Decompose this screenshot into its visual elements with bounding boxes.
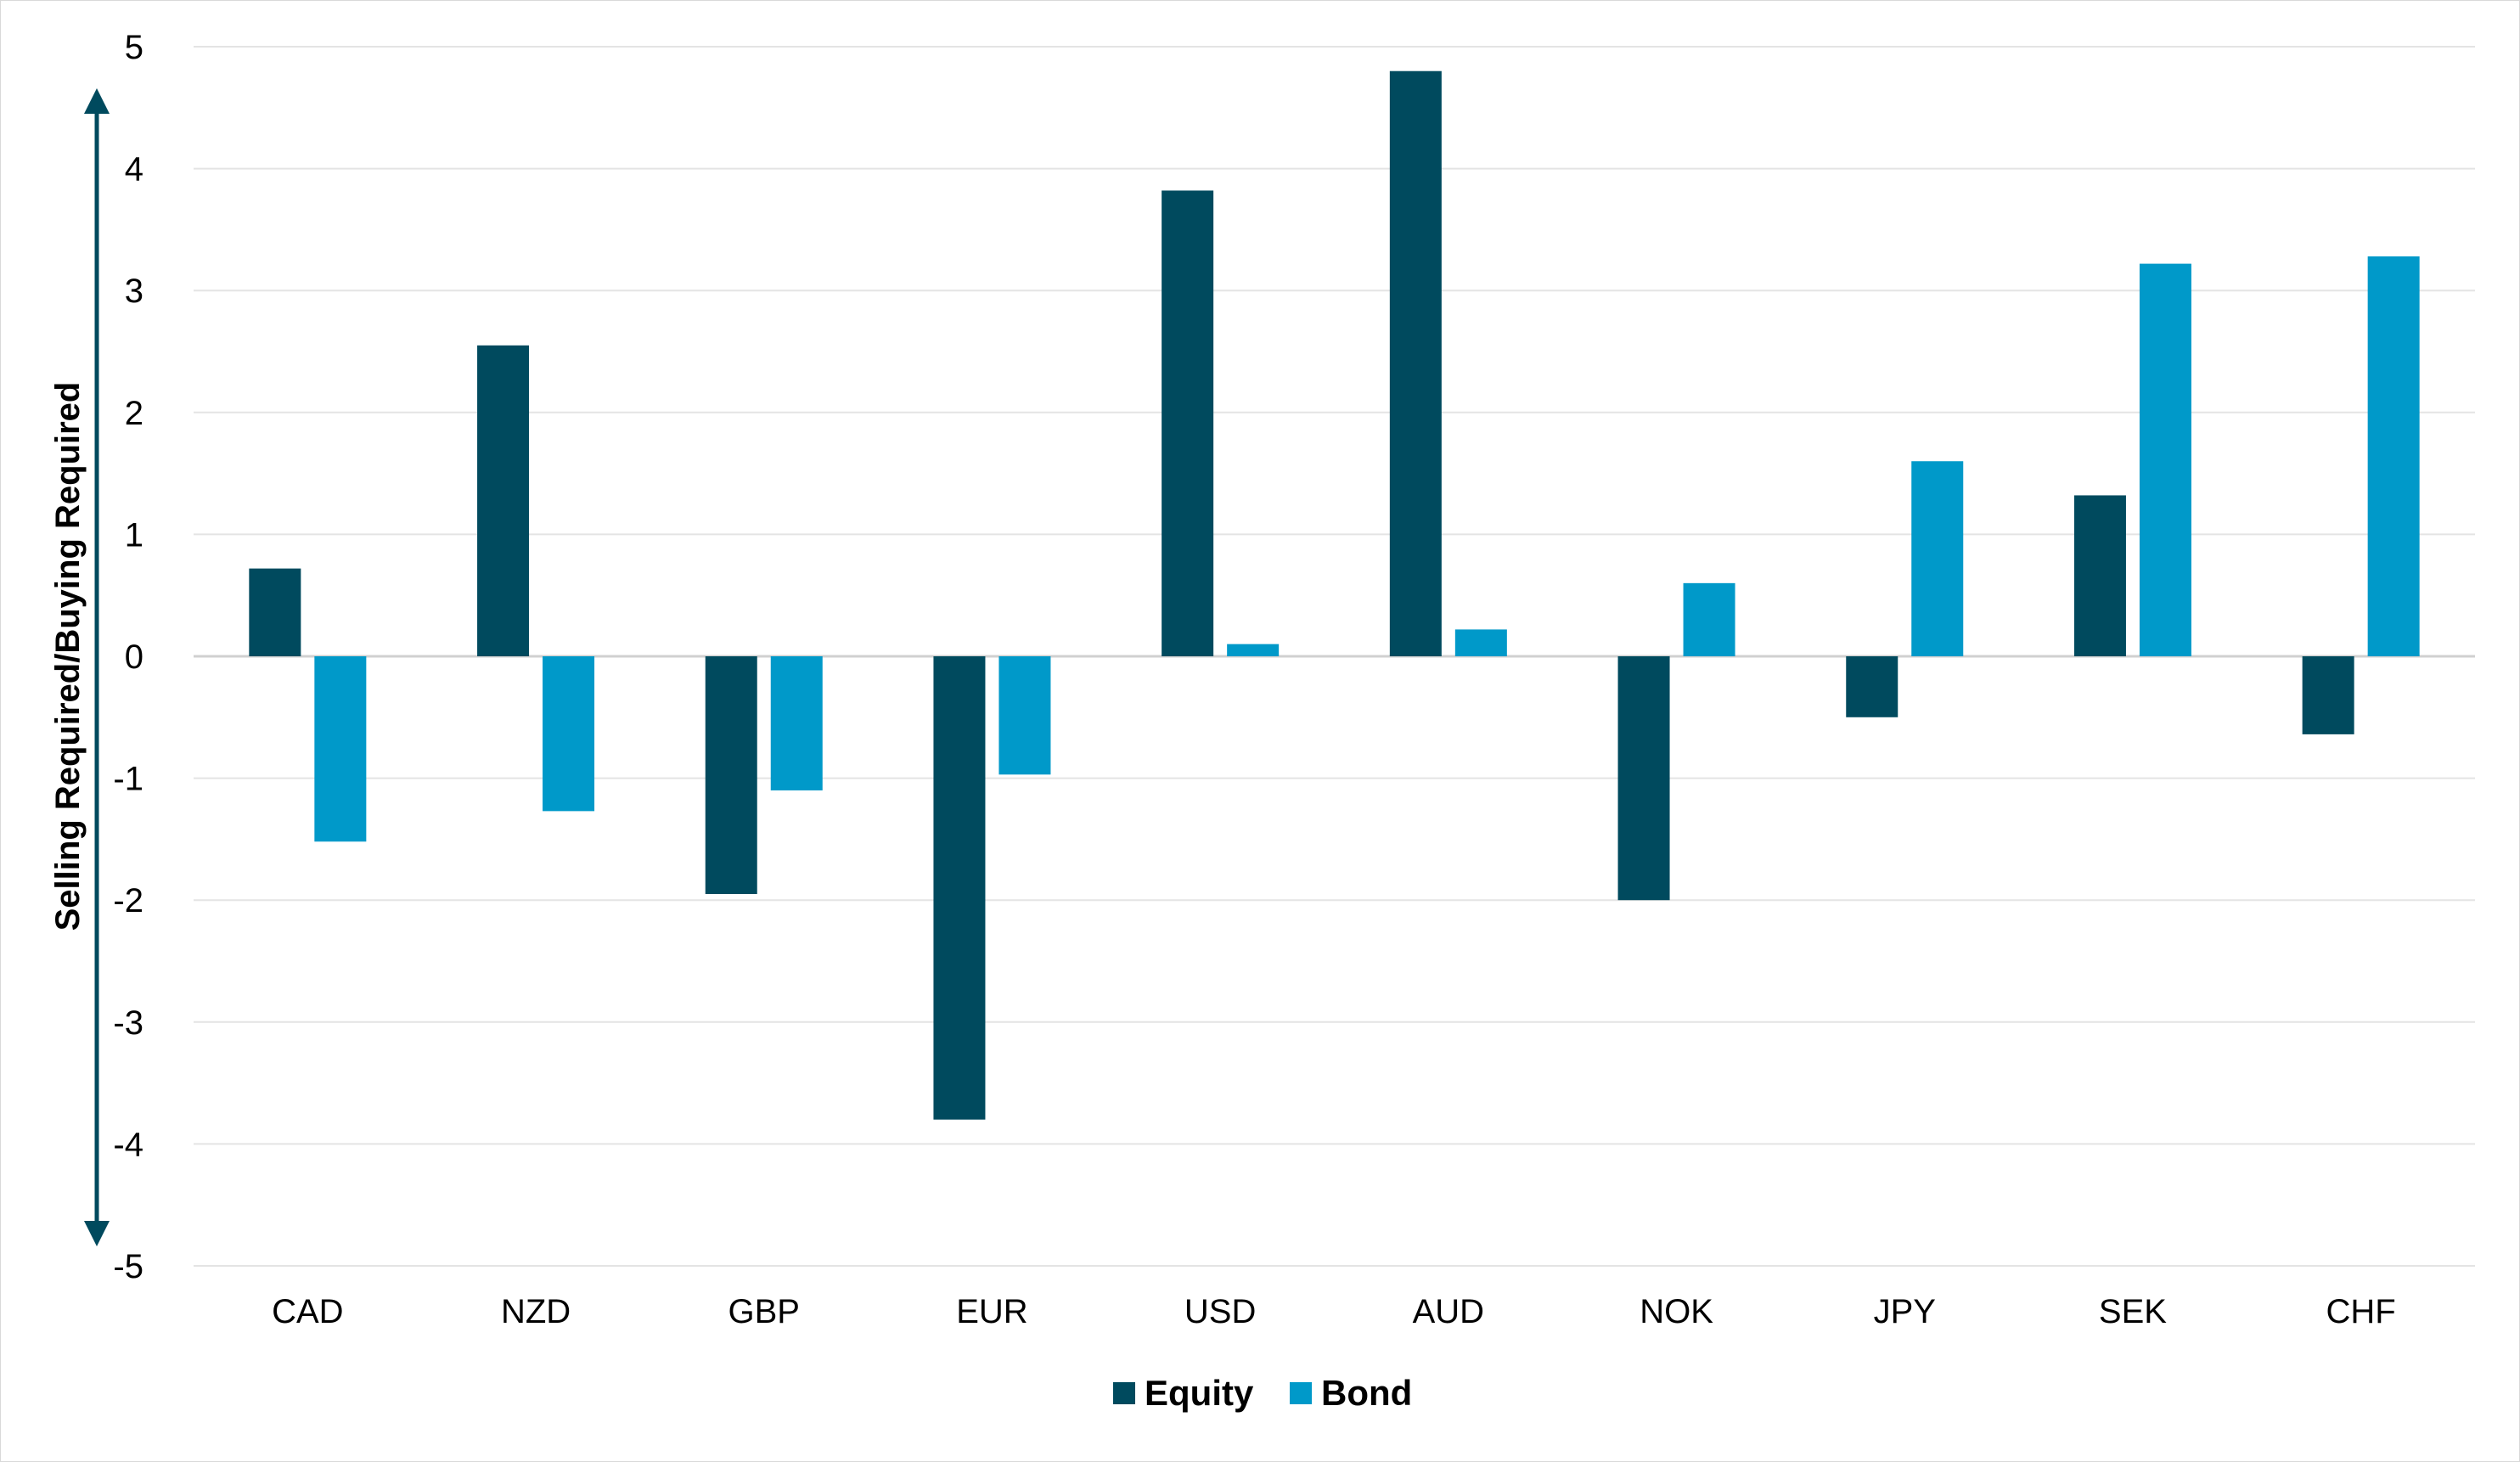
legend-swatch-equity bbox=[1113, 1382, 1135, 1404]
bar-equity-aud bbox=[1389, 70, 1442, 657]
bar-equity-jpy bbox=[1846, 656, 1898, 717]
x-tick-label: EUR bbox=[956, 1293, 1027, 1330]
y-tick-label: -3 bbox=[113, 1004, 143, 1042]
x-tick-label: CHF bbox=[2326, 1293, 2396, 1330]
bar-equity-chf bbox=[2302, 656, 2354, 734]
x-tick-label: AUD bbox=[1413, 1293, 1484, 1330]
y-tick-label: 4 bbox=[125, 151, 143, 188]
bar-equity-eur bbox=[933, 656, 986, 1120]
legend-label-bond: Bond bbox=[1321, 1373, 1412, 1413]
gridlines bbox=[194, 46, 2475, 1267]
bar-bond-nok bbox=[1683, 582, 1735, 656]
bar-bond-aud bbox=[1454, 629, 1507, 656]
bar-equity-nok bbox=[1617, 656, 1670, 901]
y-tick-label: 1 bbox=[125, 516, 143, 554]
legend-swatch-bond bbox=[1290, 1382, 1312, 1404]
bar-bond-eur bbox=[998, 656, 1051, 775]
x-tick-label: NOK bbox=[1640, 1293, 1713, 1330]
x-tick-label: SEK bbox=[2099, 1293, 2167, 1330]
y-tick-label: -5 bbox=[113, 1248, 143, 1285]
bar-bond-nzd bbox=[543, 656, 595, 812]
bar-equity-usd bbox=[1162, 190, 1214, 656]
bar-bond-sek bbox=[2139, 263, 2191, 656]
x-tick-label: JPY bbox=[1874, 1293, 1936, 1330]
bar-equity-gbp bbox=[705, 656, 757, 895]
x-tick-label: USD bbox=[1184, 1293, 1256, 1330]
y-tick-label: 3 bbox=[125, 273, 143, 310]
bar-bond-jpy bbox=[1911, 461, 1964, 656]
bar-bond-cad bbox=[314, 656, 367, 842]
x-axis-ticks: CAD NZD GBP EUR USD AUD NOK JPY SEK CHF bbox=[272, 1293, 2396, 1330]
x-tick-label: CAD bbox=[272, 1293, 343, 1330]
bar-equity-nzd bbox=[477, 345, 530, 656]
y-tick-label: 0 bbox=[125, 638, 143, 676]
y-tick-label: -2 bbox=[113, 882, 143, 919]
legend-label-equity: Equity bbox=[1145, 1373, 1254, 1413]
y-tick-label: -4 bbox=[113, 1126, 143, 1163]
y-tick-label: 2 bbox=[125, 395, 143, 432]
y-tick-label: -1 bbox=[113, 761, 143, 798]
legend: Equity Bond bbox=[1113, 1373, 1412, 1413]
y-axis-ticks: 5 4 3 2 1 0 -1 -2 -3 -4 -5 bbox=[113, 29, 143, 1285]
y-axis-label: Selling Required/Buying Required bbox=[49, 382, 87, 931]
bar-bond-gbp bbox=[770, 656, 823, 790]
bar-bond-usd bbox=[1227, 644, 1280, 656]
bar-bond-chf bbox=[2367, 256, 2420, 656]
x-tick-label: GBP bbox=[728, 1293, 800, 1330]
bar-equity-sek bbox=[2073, 495, 2126, 656]
x-tick-label: NZD bbox=[501, 1293, 571, 1330]
bars bbox=[249, 70, 2420, 1120]
y-tick-label: 5 bbox=[125, 29, 143, 66]
bar-equity-cad bbox=[249, 568, 301, 656]
